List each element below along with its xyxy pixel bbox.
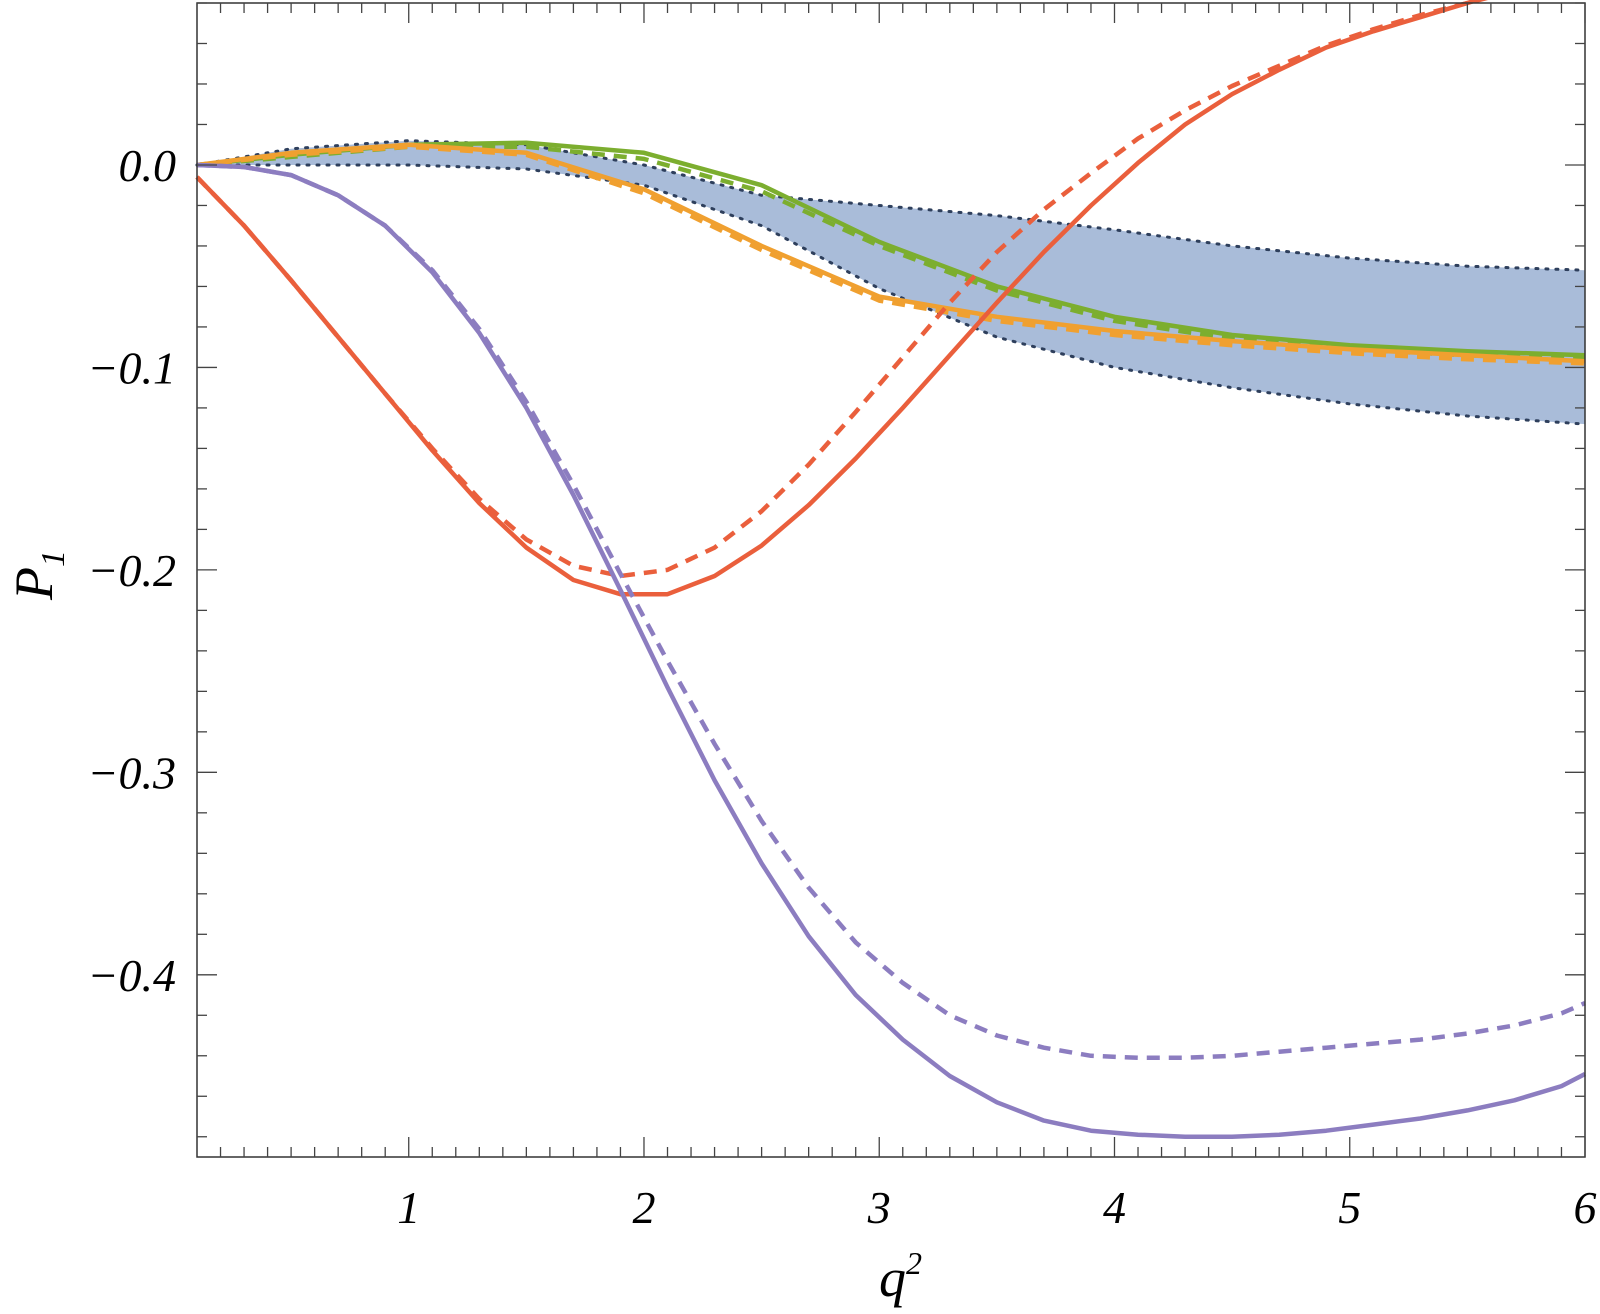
- y-tick-label: −0.3: [87, 747, 176, 798]
- x-axis-title-main: q: [879, 1248, 906, 1308]
- x-tick-label: 5: [1338, 1182, 1361, 1233]
- band-lower-edge: [195, 163, 1587, 426]
- y-tick-label: −0.1: [87, 342, 176, 393]
- axis-ticks: [197, 2, 1586, 1157]
- series-lines: [195, 0, 1587, 1140]
- x-tick-labels: 1 2 3 4 5 6: [397, 1182, 1596, 1233]
- series-line-8: [196, 162, 1586, 1061]
- x-tick-label: 6: [1574, 1182, 1597, 1233]
- y-tick-label: −0.4: [87, 950, 176, 1001]
- x-tick-label: 4: [1103, 1182, 1126, 1233]
- band-fill: [197, 140, 1585, 425]
- y-axis-title: P1: [4, 550, 72, 601]
- series-line-6: [195, 0, 1489, 579]
- y-tick-labels: 0.0 −0.1 −0.2 −0.3 −0.4: [87, 140, 176, 1001]
- x-tick-label: 1: [397, 1182, 420, 1233]
- series-line-3: [196, 142, 1586, 364]
- plot-frame: [196, 2, 1586, 1158]
- x-axis-title: q2: [879, 1245, 922, 1308]
- x-tick-label: 2: [632, 1182, 655, 1233]
- y-tick-label: −0.2: [87, 545, 176, 596]
- band-upper-edge: [195, 139, 1587, 272]
- x-axis-title-superscript: 2: [906, 1245, 922, 1281]
- x-tick-label: 3: [867, 1182, 891, 1233]
- series-line-4: [196, 144, 1586, 366]
- y-tick-label: 0.0: [119, 140, 177, 191]
- y-axis-title-subscript: 1: [35, 550, 72, 567]
- uncertainty-band: [195, 139, 1587, 426]
- y-axis-title-main: P: [4, 567, 64, 601]
